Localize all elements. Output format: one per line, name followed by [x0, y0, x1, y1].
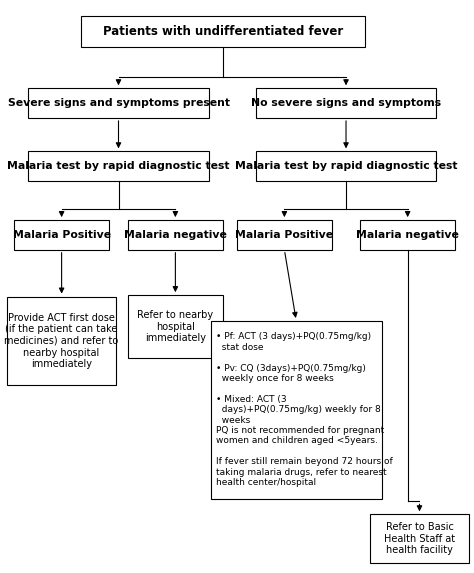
FancyBboxPatch shape [370, 515, 469, 563]
FancyBboxPatch shape [237, 220, 332, 250]
Text: Malaria Positive: Malaria Positive [235, 230, 334, 240]
FancyBboxPatch shape [256, 88, 436, 118]
Text: No severe signs and symptoms: No severe signs and symptoms [251, 98, 441, 108]
FancyBboxPatch shape [256, 151, 436, 181]
Text: • Pf: ACT (3 days)+PQ(0.75mg/kg)
  stat dose

• Pv: CQ (3days)+PQ(0.75mg/kg)
  w: • Pf: ACT (3 days)+PQ(0.75mg/kg) stat do… [216, 332, 392, 487]
FancyBboxPatch shape [14, 220, 109, 250]
Text: Refer to Basic
Health Staff at
health facility: Refer to Basic Health Staff at health fa… [384, 522, 455, 555]
Text: Malaria Positive: Malaria Positive [12, 230, 111, 240]
Text: Malaria negative: Malaria negative [356, 230, 459, 240]
Text: Malaria test by rapid diagnostic test: Malaria test by rapid diagnostic test [7, 161, 230, 171]
FancyBboxPatch shape [7, 297, 116, 385]
Text: Patients with undifferentiated fever: Patients with undifferentiated fever [103, 25, 343, 38]
Text: Provide ACT first dose
(if the patient can take
medicines) and refer to
nearby h: Provide ACT first dose (if the patient c… [4, 313, 119, 369]
Text: Malaria test by rapid diagnostic test: Malaria test by rapid diagnostic test [235, 161, 457, 171]
FancyBboxPatch shape [28, 88, 209, 118]
Text: Severe signs and symptoms present: Severe signs and symptoms present [8, 98, 229, 108]
FancyBboxPatch shape [128, 295, 223, 358]
FancyBboxPatch shape [128, 220, 223, 250]
FancyBboxPatch shape [211, 321, 382, 499]
FancyBboxPatch shape [360, 220, 455, 250]
FancyBboxPatch shape [81, 15, 365, 48]
Text: Malaria negative: Malaria negative [124, 230, 227, 240]
FancyBboxPatch shape [28, 151, 209, 181]
Text: Refer to nearby
hospital
immediately: Refer to nearby hospital immediately [137, 310, 213, 343]
